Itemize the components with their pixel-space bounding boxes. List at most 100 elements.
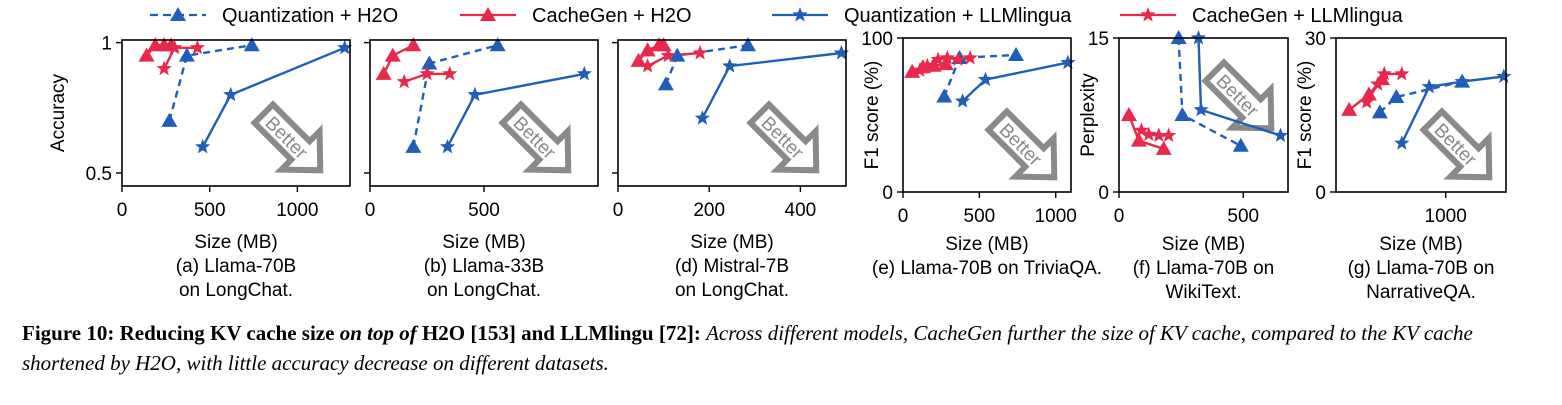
axes-frame [121, 39, 351, 187]
data-point [467, 86, 483, 102]
data-point [792, 7, 808, 22]
chart-panel: Better 0 500 Size (MB) (b) Llama-33B on LongC… [364, 37, 599, 301]
data-point [1008, 46, 1025, 61]
x-tick-label: 0 [898, 206, 909, 227]
data-point [1394, 135, 1410, 150]
x-tick-label: 500 [468, 200, 500, 221]
data-point [384, 47, 401, 62]
y-tick-label: 1 [101, 34, 112, 55]
data-point [1496, 68, 1512, 83]
x-tick-label: 0 [117, 200, 128, 221]
better-arrow-shape [1419, 107, 1493, 181]
y-axis-label: Perplexity [1078, 73, 1099, 157]
data-point [161, 112, 178, 127]
data-point [138, 47, 155, 62]
data-point [1394, 65, 1410, 81]
data-point [576, 65, 592, 81]
subplot-title-line2: on LongChat. [427, 280, 541, 301]
data-point [657, 76, 674, 91]
data-point [1161, 127, 1177, 142]
x-tick-label: 1000 [1035, 206, 1077, 227]
data-point [195, 138, 211, 154]
axes-frame [1118, 37, 1289, 193]
data-point [405, 138, 422, 153]
data-point [1120, 107, 1137, 121]
data-point [375, 65, 392, 80]
axes-frame [617, 39, 847, 187]
data-point [170, 7, 186, 21]
data-point [936, 88, 953, 103]
axes-frame [902, 37, 1072, 193]
better-arrow: Better [498, 100, 572, 174]
data-point [1170, 30, 1187, 44]
x-axis-label: Size (MB) [1379, 234, 1462, 255]
data-point [1133, 122, 1149, 137]
data-point [1151, 127, 1167, 142]
data-point [694, 110, 710, 125]
data-point [189, 39, 205, 55]
data-point [1155, 140, 1172, 155]
data-point [1174, 107, 1191, 121]
y-tick-label: 100 [861, 29, 893, 50]
better-arrow: Better [746, 100, 820, 174]
data-point [156, 60, 172, 76]
better-arrow: Better [250, 100, 324, 174]
better-arrow: Better [984, 107, 1058, 181]
legend-entry: Quantization + H2O [150, 5, 398, 27]
series-line [168, 44, 252, 122]
subplot-title: (b) Llama-33B [424, 256, 544, 277]
data-point [1130, 132, 1147, 147]
y-axis-label: F1 score (%) [1295, 61, 1316, 170]
data-point [419, 65, 435, 81]
better-arrow-shape [1201, 58, 1275, 132]
data-point [1141, 126, 1157, 141]
y-tick-label: 0 [1315, 183, 1326, 204]
axes-frame [1335, 37, 1507, 193]
data-point [630, 52, 647, 67]
x-axis-label: Size (MB) [442, 232, 525, 253]
data-point [489, 37, 506, 52]
data-point [439, 138, 456, 154]
x-tick-label: 500 [194, 200, 226, 221]
data-point [1359, 94, 1375, 109]
data-point [1376, 65, 1392, 81]
y-tick-label: 0 [1098, 183, 1109, 204]
better-arrow-shape [984, 107, 1058, 181]
x-tick-label: 500 [964, 206, 996, 227]
data-point [919, 57, 935, 73]
data-point [692, 45, 708, 60]
data-point [937, 56, 954, 71]
data-point [442, 65, 458, 81]
legend-label: Quantization + LLMlingua [844, 5, 1072, 27]
subplot-title: (a) Llama-70B [176, 256, 296, 277]
x-axis-label: Size (MB) [945, 234, 1028, 255]
caption-body: Across different models, CacheGen furthe… [22, 321, 1473, 375]
subplot-title: (d) Mistral-7B [675, 256, 789, 277]
data-point [167, 39, 183, 55]
y-tick-label: 0.5 [86, 164, 112, 185]
better-arrow-shape [498, 100, 572, 174]
subplot-title-line2: on LongChat. [179, 280, 293, 301]
x-tick-label: 0 [1114, 206, 1125, 227]
data-point [660, 47, 676, 63]
subplot-title-line2: NarrativeQA. [1366, 282, 1476, 303]
data-point [669, 47, 686, 62]
data-point [1140, 7, 1156, 22]
x-axis-label: Size (MB) [1162, 234, 1245, 255]
x-tick-label: 1000 [276, 200, 318, 221]
data-point [1371, 104, 1388, 119]
data-point [833, 45, 849, 60]
data-point [1388, 89, 1405, 104]
better-arrow-shape [746, 100, 820, 174]
data-point [405, 37, 422, 52]
data-point [421, 55, 438, 70]
legend-entry: Quantization + LLMlingua [772, 5, 1072, 27]
y-tick-label: 15 [1088, 29, 1109, 50]
x-tick-label: 400 [785, 200, 817, 221]
data-point [739, 37, 756, 52]
data-point [912, 62, 928, 77]
chart-panel: Better 1000 0 30 F1 score (%) Size (MB) (g) Ll… [1295, 29, 1512, 303]
x-tick-label: 500 [1227, 206, 1259, 227]
series-group [145, 44, 346, 148]
